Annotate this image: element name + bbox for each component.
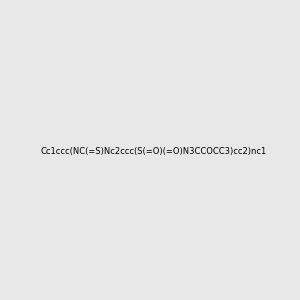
Text: Cc1ccc(NC(=S)Nc2ccc(S(=O)(=O)N3CCOCC3)cc2)nc1: Cc1ccc(NC(=S)Nc2ccc(S(=O)(=O)N3CCOCC3)cc… xyxy=(40,147,267,156)
